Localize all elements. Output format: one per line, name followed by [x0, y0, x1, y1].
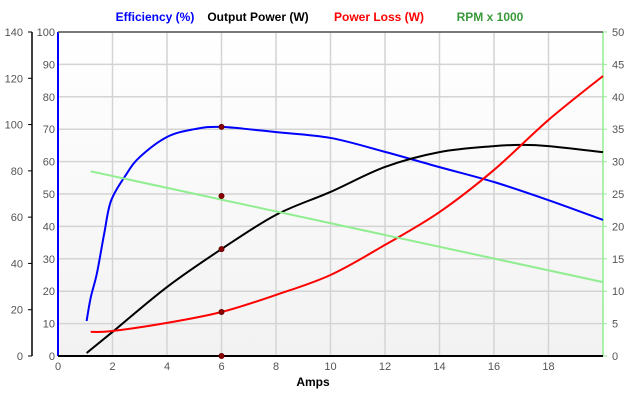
inner-y-tick-label: 60 — [43, 157, 55, 169]
data-marker — [218, 353, 225, 359]
data-marker — [218, 123, 225, 130]
inner-y-tick-label: 30 — [43, 254, 55, 266]
inner-y-tick-label: 80 — [43, 92, 55, 104]
axes: 0 2 4 6 8 10 12 14 16 180102030405060708090100020… — [5, 27, 625, 373]
x-tick-label: 16 — [488, 361, 500, 373]
inner-y-tick-label: 90 — [43, 59, 55, 71]
x-tick-label: 4 — [164, 361, 170, 373]
series-line-2 — [90, 75, 604, 333]
x-tick-label: 18 — [542, 361, 554, 373]
inner-y-tick-label: 20 — [43, 286, 55, 298]
x-tick-label: 10 — [324, 361, 336, 373]
x-axis-label: Amps — [296, 375, 330, 389]
series-line-0 — [85, 125, 604, 322]
outer-y-tick-label: 120 — [5, 73, 23, 85]
markers — [218, 123, 225, 359]
outer-y-tick-label: 20 — [11, 305, 23, 317]
inner-y-tick-label: 100 — [37, 27, 55, 39]
x-tick-label: 8 — [273, 361, 279, 373]
x-tick-label: 2 — [109, 361, 115, 373]
right-y-tick-label: 5 — [612, 319, 618, 331]
outer-y-tick-label: 80 — [11, 166, 23, 178]
outer-y-tick-label: 100 — [5, 120, 23, 132]
data-marker — [218, 192, 225, 199]
outer-y-tick-label: 40 — [11, 258, 23, 270]
inner-y-tick-label: 50 — [43, 189, 55, 201]
inner-y-tick-label: 10 — [43, 319, 55, 331]
right-y-tick-label: 15 — [612, 254, 624, 266]
right-y-tick-label: 30 — [612, 157, 624, 169]
x-tick-label: 14 — [433, 361, 445, 373]
outer-y-tick-label: 0 — [17, 351, 23, 363]
x-tick-label: 6 — [218, 361, 224, 373]
legend-item: Output Power (W) — [207, 10, 308, 24]
legend-item: RPM x 1000 — [457, 10, 524, 24]
right-y-tick-label: 40 — [612, 92, 624, 104]
legend: Efficiency (%) Output Power (W) Power Loss… — [116, 10, 524, 24]
right-y-tick-label: 45 — [612, 59, 624, 71]
right-y-tick-label: 20 — [612, 221, 624, 233]
data-marker — [218, 309, 225, 316]
inner-y-tick-label: 40 — [43, 221, 55, 233]
right-y-tick-label: 25 — [612, 189, 624, 201]
right-y-tick-label: 10 — [612, 286, 624, 298]
legend-item: Efficiency (%) — [116, 10, 195, 24]
outer-y-tick-label: 60 — [11, 212, 23, 224]
inner-y-tick-label: 70 — [43, 124, 55, 136]
series-line-3 — [90, 170, 604, 284]
right-y-tick-label: 0 — [612, 351, 618, 363]
x-tick-label: 0 — [55, 361, 61, 373]
x-tick-label: 12 — [379, 361, 391, 373]
right-y-tick-label: 50 — [612, 27, 624, 39]
inner-y-tick-label: 0 — [49, 351, 55, 363]
legend-item: Power Loss (W) — [334, 10, 424, 24]
right-y-tick-label: 35 — [612, 124, 624, 136]
data-marker — [218, 246, 225, 253]
series-lines — [85, 75, 604, 354]
outer-y-tick-label: 140 — [5, 27, 23, 39]
